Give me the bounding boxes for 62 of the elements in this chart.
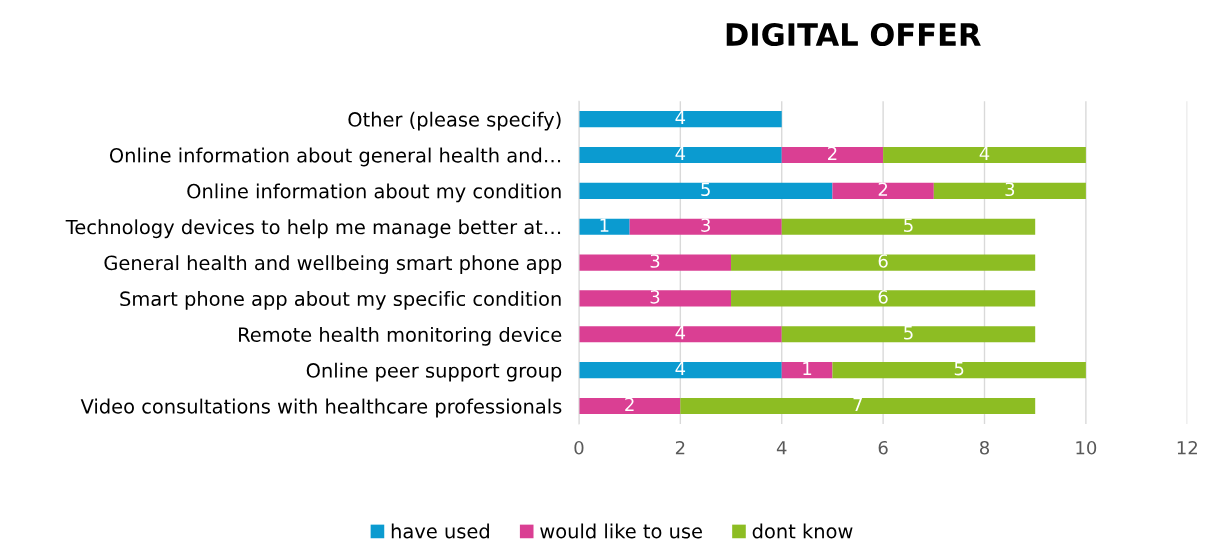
y-tick-label: Other (please specify) [348, 111, 561, 131]
bar [832, 362, 1086, 379]
data-label: 4 [979, 146, 990, 160]
bar [578, 254, 732, 271]
data-label: 6 [878, 290, 888, 304]
data-label: 3 [650, 254, 660, 268]
data-label: 4 [675, 146, 686, 160]
bar [781, 146, 884, 164]
bar [578, 326, 782, 343]
data-label: 6 [878, 254, 888, 268]
y-tick-label: Remote health monitoring device [239, 326, 562, 346]
bar [832, 182, 934, 199]
data-label: 4 [675, 326, 686, 340]
data-label: 5 [904, 218, 913, 232]
data-label: 3 [701, 218, 710, 232]
x-tick-label: 2 [675, 440, 685, 455]
bar [883, 146, 1086, 164]
legend-label: have used [391, 523, 489, 539]
x-tick-label: 10 [1076, 440, 1097, 455]
bar [629, 218, 782, 235]
data-label: 3 [650, 290, 660, 304]
bar [731, 254, 1036, 271]
y-tick-label: General health and wellbeing smart phone app [104, 255, 562, 274]
bar [578, 290, 732, 307]
data-label: 2 [828, 146, 837, 160]
data-label: 4 [675, 361, 686, 376]
x-tick-label: 12 [1177, 440, 1197, 455]
y-tick-label: Smart phone app about my specific condition [120, 291, 561, 310]
bar [680, 397, 1036, 415]
x-tick-label: 6 [878, 440, 888, 455]
bar [731, 290, 1036, 307]
bar [578, 218, 630, 235]
data-label: 2 [878, 182, 888, 196]
bar [781, 218, 1036, 235]
data-label: 2 [625, 397, 634, 411]
x-tick-label: 0 [574, 440, 584, 455]
data-label: 5 [904, 326, 913, 340]
x-tick-label: 8 [979, 440, 990, 455]
y-tick-label: Online information about general health and… [109, 147, 561, 167]
data-label: 5 [954, 361, 964, 376]
y-tick-label: Online information about my condition [187, 183, 561, 203]
data-label: 7 [853, 397, 862, 411]
y-tick-label: Video consultations with healthcare professionals [80, 398, 562, 418]
bar [781, 362, 833, 379]
bar [578, 362, 782, 379]
data-label: 1 [803, 361, 812, 376]
chart-title: DIGITAL OFFER [726, 22, 981, 47]
bar [578, 182, 833, 199]
bar [578, 146, 782, 164]
legend-label: dont know [752, 523, 853, 539]
y-tick-label: Technology devices to help me manage better at… [65, 219, 561, 239]
data-label: 3 [1005, 182, 1015, 197]
y-tick-label: Online peer support group [306, 362, 562, 382]
bar [578, 397, 681, 415]
bar [933, 182, 1086, 199]
legend-label: would like to use [540, 523, 702, 539]
bar [781, 326, 1036, 343]
x-tick-label: 4 [776, 441, 787, 455]
data-label: 1 [600, 218, 609, 232]
data-label: 5 [701, 182, 710, 197]
bar [578, 111, 782, 128]
data-label: 4 [675, 110, 686, 125]
